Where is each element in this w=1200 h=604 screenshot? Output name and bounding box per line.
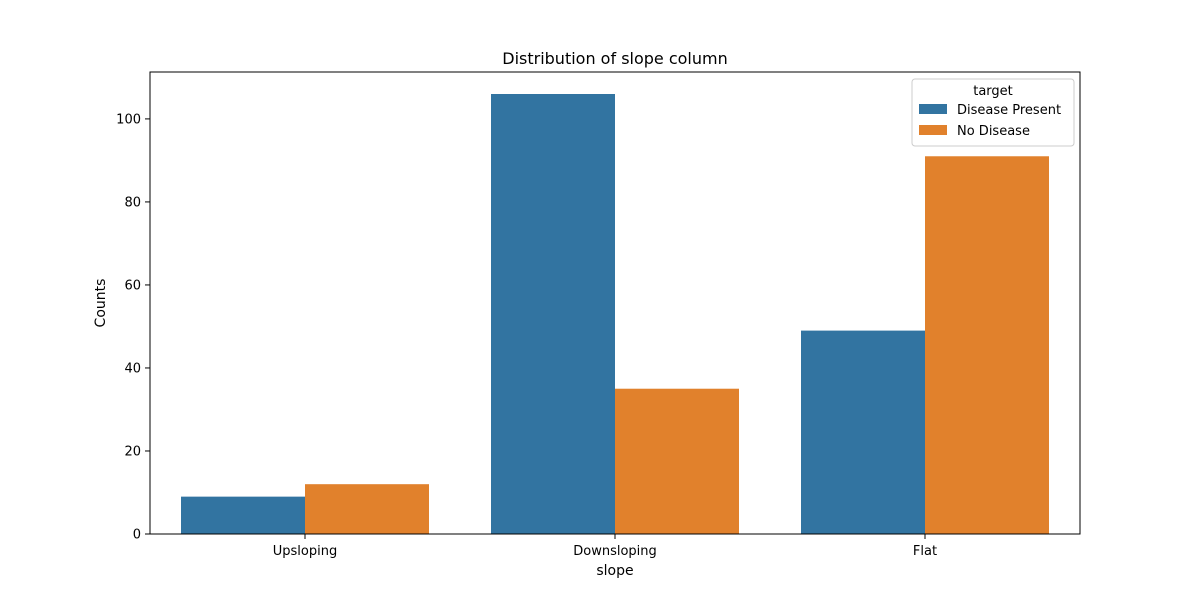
y-tick-label: 60 — [124, 278, 141, 293]
legend-swatch — [919, 104, 947, 114]
y-tick-label: 20 — [124, 444, 141, 459]
axes-frame — [149, 71, 1081, 535]
legend-box — [911, 78, 1075, 147]
x-axis: Upsloping Downsloping Flat — [273, 534, 937, 559]
legend: target Disease Present No Disease — [911, 78, 1075, 147]
bars-group — [181, 94, 1049, 534]
y-axis: 0 20 40 60 80 100 — [116, 112, 150, 543]
legend-label: No Disease — [957, 124, 1030, 139]
x-tick-label: Upsloping — [273, 544, 337, 559]
legend-entries: Disease Present No Disease — [919, 103, 1061, 139]
bar-disease-present-upsloping — [181, 496, 305, 534]
bar-no-disease-upsloping — [305, 484, 429, 534]
x-tick-label: Flat — [913, 544, 937, 559]
chart-title: Distribution of slope column — [502, 49, 728, 68]
y-axis-label: Counts — [93, 279, 109, 328]
bar-disease-present-flat — [801, 330, 925, 534]
bar-no-disease-downsloping — [615, 388, 739, 534]
y-tick-label: 100 — [116, 112, 141, 127]
y-tick-label: 0 — [133, 528, 141, 543]
legend-title: target — [973, 84, 1013, 99]
plot-area: 0 20 40 60 80 100 Upsloping Downsloping Flat — [116, 71, 1081, 559]
x-axis-label: slope — [596, 563, 633, 579]
x-tick-label: Downsloping — [573, 544, 657, 559]
bar-no-disease-flat — [925, 156, 1049, 534]
bar-disease-present-downsloping — [491, 94, 615, 534]
legend-label: Disease Present — [957, 103, 1061, 118]
y-tick-label: 40 — [124, 361, 141, 376]
y-tick-label: 80 — [124, 195, 141, 210]
legend-swatch — [919, 125, 947, 135]
